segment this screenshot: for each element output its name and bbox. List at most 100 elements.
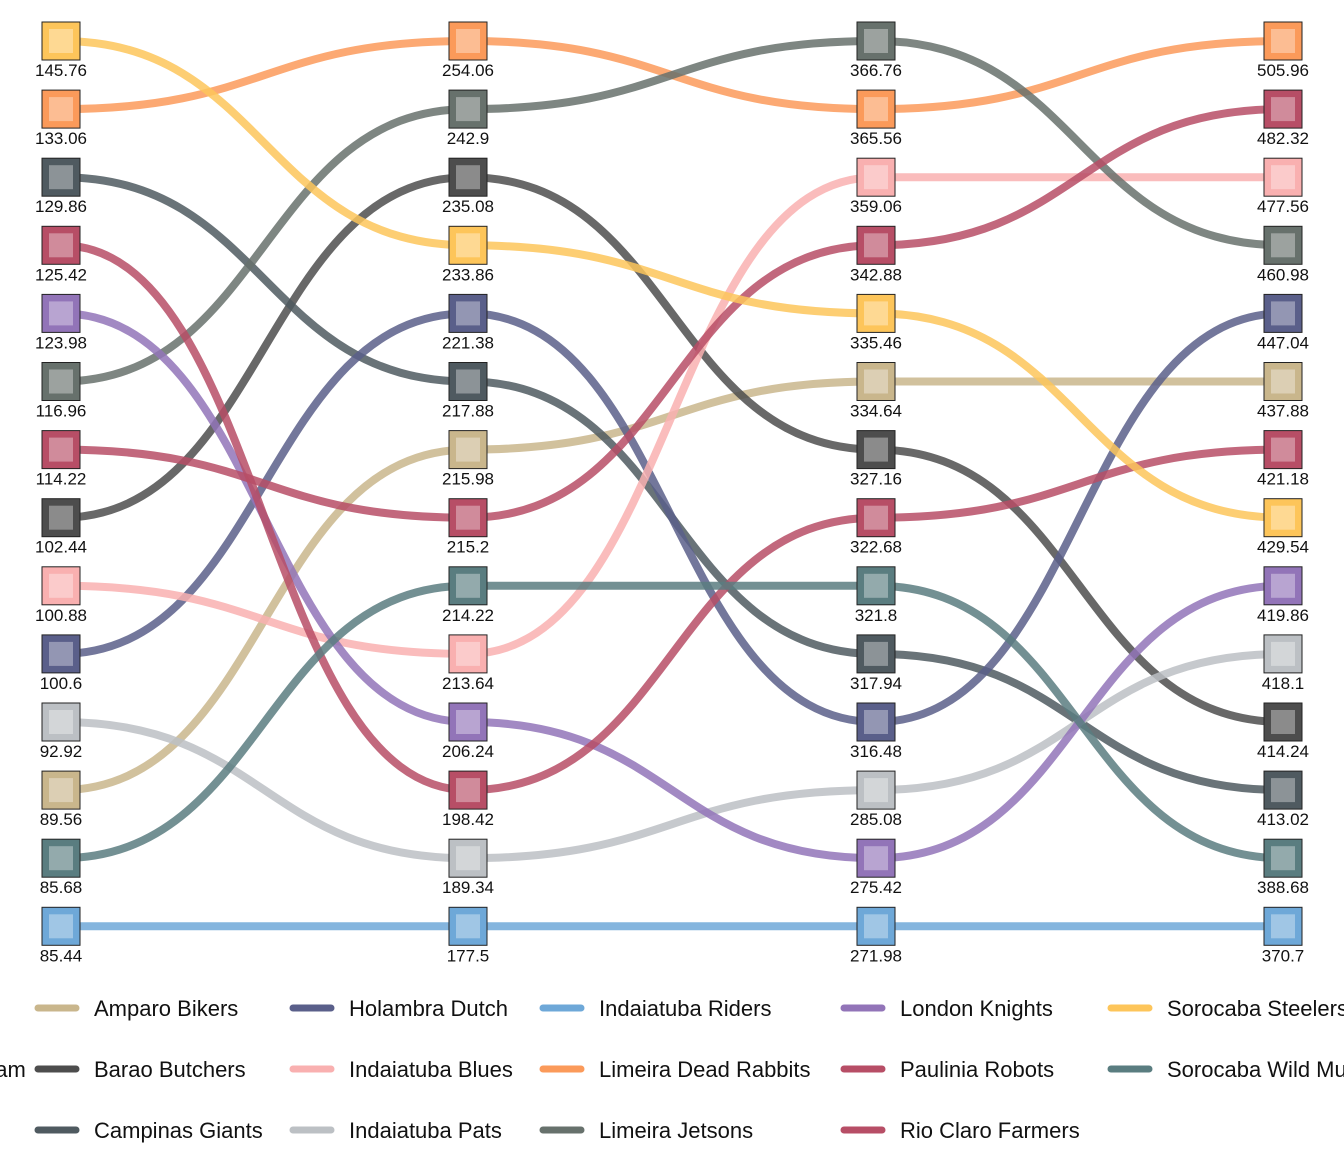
- value-label-indaiatuba-pats-3: 285.08: [850, 810, 902, 829]
- icon-badge-inner-sorocaba-steelers: [456, 233, 480, 258]
- value-label-london-knights-2: 206.24: [442, 742, 494, 761]
- value-label-sorocaba-steelers-4: 429.54: [1257, 538, 1309, 557]
- icon-badge-inner-indaiatuba-riders: [456, 914, 480, 939]
- icon-badge-paulinia-robots: [1263, 89, 1303, 129]
- team-icon-indaiatuba-riders-4: [1263, 906, 1303, 946]
- value-label-amparo-bikers-4: 437.88: [1257, 402, 1309, 421]
- icon-badge-inner-limeira-jetsons: [49, 369, 73, 394]
- value-label-sorocaba-wild-mustangs-2: 214.22: [442, 606, 494, 625]
- icon-badge-london-knights: [41, 293, 81, 333]
- value-label-indaiatuba-riders-3: 271.98: [850, 946, 902, 965]
- icon-badge-london-knights: [448, 702, 488, 742]
- team-icon-barao-butchers-4: [1263, 702, 1303, 742]
- icon-badge-inner-sorocaba-wild-mustangs: [456, 573, 480, 598]
- icon-badge-rio-claro-farmers: [856, 498, 896, 538]
- icon-badge-inner-paulinia-robots: [456, 505, 480, 530]
- legend-item-holambra-dutch: Holambra Dutch: [289, 996, 508, 1021]
- team-icon-holambra-dutch-1: [41, 634, 81, 674]
- icon-badge-inner-london-knights: [49, 301, 73, 326]
- value-label-barao-butchers-4: 414.24: [1257, 742, 1309, 761]
- icon-badge-sorocaba-wild-mustangs: [448, 566, 488, 606]
- value-label-limeira-jetsons-4: 460.98: [1257, 265, 1309, 284]
- value-label-rio-claro-farmers-3: 322.68: [850, 538, 902, 557]
- value-label-rio-claro-farmers-1: 125.42: [35, 265, 87, 284]
- icon-badge-indaiatuba-riders: [448, 906, 488, 946]
- legend-item-limeira-jetsons: Limeira Jetsons: [539, 1118, 753, 1143]
- icon-badge-limeira-jetsons: [448, 89, 488, 129]
- icon-badge-inner-holambra-dutch: [49, 641, 73, 666]
- icon-badge-sorocaba-steelers: [1263, 498, 1303, 538]
- icon-badge-inner-holambra-dutch: [1271, 301, 1295, 326]
- value-label-holambra-dutch-1: 100.6: [40, 674, 83, 693]
- icon-badge-barao-butchers: [41, 498, 81, 538]
- icon-badge-inner-sorocaba-wild-mustangs: [1271, 846, 1295, 871]
- icon-badge-limeira-jetsons: [41, 362, 81, 401]
- series-line-indaiatuba-blues: [57, 173, 1287, 658]
- value-label-indaiatuba-riders-4: 370.7: [1262, 946, 1305, 965]
- legend-label-indaiatuba-pats: Indaiatuba Pats: [349, 1118, 502, 1143]
- value-label-barao-butchers-3: 327.16: [850, 470, 902, 489]
- team-icon-limeira-dead-rabbits-3: [856, 89, 896, 129]
- icon-badge-inner-indaiatuba-blues: [456, 641, 480, 666]
- icon-badge-indaiatuba-pats: [1263, 634, 1303, 674]
- icon-badge-inner-limeira-dead-rabbits: [1271, 29, 1295, 53]
- team-icon-rio-claro-farmers-4: [1263, 430, 1303, 470]
- value-label-paulinia-robots-2: 215.2: [447, 538, 490, 557]
- team-icon-limeira-dead-rabbits-2: [448, 21, 488, 61]
- team-icon-rio-claro-farmers-3: [856, 498, 896, 538]
- value-label-indaiatuba-pats-4: 418.1: [1262, 674, 1305, 693]
- team-icon-london-knights-2: [448, 702, 488, 742]
- legend-item-indaiatuba-pats: Indaiatuba Pats: [289, 1118, 502, 1143]
- team-icon-sorocaba-wild-mustangs-1: [41, 838, 81, 878]
- team-icon-limeira-jetsons-4: [1263, 225, 1303, 265]
- team-icon-indaiatuba-riders-2: [448, 906, 488, 946]
- icon-badge-indaiatuba-pats: [448, 838, 488, 878]
- icon-badge-inner-barao-butchers: [1271, 710, 1295, 734]
- legend: Team Amparo Bikers Holambra Dutch Indaiatu…: [0, 996, 1344, 1143]
- icon-badge-inner-london-knights: [1271, 573, 1295, 598]
- value-label-sorocaba-steelers-2: 233.86: [442, 265, 494, 284]
- legend-label-paulinia-robots: Paulinia Robots: [900, 1057, 1054, 1082]
- team-icon-campinas-giants-1: [41, 157, 81, 197]
- value-label-sorocaba-steelers-1: 145.76: [35, 61, 87, 80]
- icon-badge-inner-sorocaba-wild-mustangs: [864, 573, 888, 598]
- legend-title: Team: [0, 1057, 26, 1082]
- icon-badge-inner-indaiatuba-blues: [49, 573, 73, 598]
- value-label-rio-claro-farmers-2: 198.42: [442, 810, 494, 829]
- icon-badge-campinas-giants: [41, 157, 81, 197]
- legend-label-barao-butchers: Barao Butchers: [94, 1057, 246, 1082]
- icon-badge-amparo-bikers: [856, 362, 896, 401]
- icon-badge-inner-indaiatuba-pats: [456, 846, 480, 871]
- icon-badge-paulinia-robots: [448, 498, 488, 538]
- icon-badge-inner-paulinia-robots: [1271, 97, 1295, 122]
- team-icon-limeira-jetsons-3: [856, 21, 896, 61]
- value-label-london-knights-3: 275.42: [850, 878, 902, 897]
- legend-item-london-knights: London Knights: [840, 996, 1053, 1021]
- legend-label-limeira-dead-rabbits: Limeira Dead Rabbits: [599, 1057, 811, 1082]
- value-label-indaiatuba-pats-1: 92.92: [40, 742, 83, 761]
- icon-badge-inner-indaiatuba-blues: [864, 165, 888, 190]
- team-icon-paulinia-robots-4: [1263, 89, 1303, 129]
- icon-badge-inner-limeira-dead-rabbits: [456, 29, 480, 53]
- icon-badge-inner-london-knights: [864, 846, 888, 871]
- value-label-indaiatuba-blues-1: 100.88: [35, 606, 87, 625]
- legend-item-campinas-giants: Campinas Giants: [34, 1118, 263, 1143]
- icon-badge-paulinia-robots: [856, 225, 896, 265]
- team-icon-amparo-bikers-4: [1263, 362, 1303, 401]
- icon-badge-inner-sorocaba-steelers: [1271, 505, 1295, 530]
- value-label-london-knights-1: 123.98: [35, 333, 87, 352]
- team-icon-indaiatuba-pats-3: [856, 770, 896, 810]
- icon-badge-inner-campinas-giants: [456, 369, 480, 394]
- icon-badge-inner-indaiatuba-blues: [1271, 165, 1295, 190]
- icon-badge-inner-campinas-giants: [864, 641, 888, 666]
- icon-badge-indaiatuba-riders: [856, 906, 896, 946]
- legend-label-campinas-giants: Campinas Giants: [94, 1118, 263, 1143]
- icon-badge-holambra-dutch: [1263, 293, 1303, 333]
- legend-item-sorocaba-steelers: Sorocaba Steelers: [1107, 996, 1344, 1021]
- team-icon-holambra-dutch-3: [856, 702, 896, 742]
- value-label-paulinia-robots-1: 114.22: [36, 470, 87, 489]
- value-label-rio-claro-farmers-4: 421.18: [1257, 470, 1309, 489]
- legend-item-barao-butchers: Barao Butchers: [34, 1057, 246, 1082]
- value-label-sorocaba-wild-mustangs-1: 85.68: [40, 878, 83, 897]
- icon-badge-inner-paulinia-robots: [864, 233, 888, 258]
